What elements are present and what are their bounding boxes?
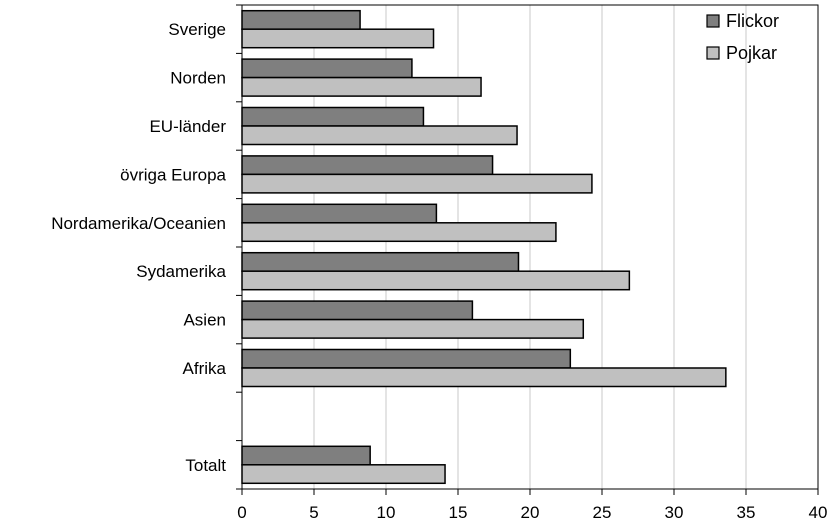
legend-swatch-flickor (706, 14, 720, 28)
bars (241, 9, 727, 485)
bar-pojkar-sydamerika (241, 270, 631, 291)
bar-pojkar-totalt (241, 464, 446, 485)
category-label: Afrika (183, 359, 227, 378)
bar-pojkar-asien (241, 318, 585, 339)
bar-flickor-eu-l-nder (241, 106, 425, 127)
legend-label-pojkar: Pojkar (726, 43, 777, 63)
category-label: Nordamerika/Oceanien (51, 214, 226, 233)
bar-flickor-afrika (241, 348, 572, 369)
bar-pojkar-sverige (241, 28, 435, 49)
category-labels: Sverige Norden EU-länder övriga Europa Norda… (51, 20, 226, 475)
bar-flickor-norden (241, 58, 413, 79)
bar-flickor--vriga-europa (241, 155, 494, 176)
bar-pojkar-eu-l-nder (241, 125, 518, 146)
x-tick-label: 10 (377, 503, 396, 522)
x-tick-labels: 0 5 10 15 20 25 30 35 40 (237, 503, 827, 522)
axes (236, 4, 819, 495)
x-tick-label: 15 (449, 503, 468, 522)
bar-pojkar-norden (241, 76, 482, 97)
bar-flickor-asien (241, 300, 474, 321)
category-label: Sydamerika (136, 262, 226, 281)
x-tick-label: 25 (593, 503, 612, 522)
category-label: Totalt (185, 456, 226, 475)
category-label: Sverige (168, 20, 226, 39)
x-tick-label: 20 (521, 503, 540, 522)
category-label: Asien (183, 311, 226, 330)
x-tick-label: 40 (809, 503, 828, 522)
bar-flickor-sverige (241, 9, 361, 30)
bar-flickor-sydamerika (241, 251, 520, 272)
legend-label-flickor: Flickor (726, 11, 779, 31)
bar-pojkar--vriga-europa (241, 173, 593, 194)
bar-flickor-totalt (241, 445, 371, 466)
x-tick-label: 35 (737, 503, 756, 522)
legend-swatch-pojkar (706, 46, 720, 60)
category-label: Norden (170, 69, 226, 88)
x-tick-label: 0 (237, 503, 246, 522)
category-label: övriga Europa (120, 165, 226, 184)
category-label: EU-länder (149, 117, 226, 136)
x-tick-label: 30 (665, 503, 684, 522)
bar-flickor-nordamerika-oceanien (241, 203, 438, 224)
x-tick-label: 5 (309, 503, 318, 522)
bar-pojkar-nordamerika-oceanien (241, 222, 557, 243)
bar-pojkar-afrika (241, 367, 727, 388)
legend: Flickor Pojkar (706, 11, 779, 63)
